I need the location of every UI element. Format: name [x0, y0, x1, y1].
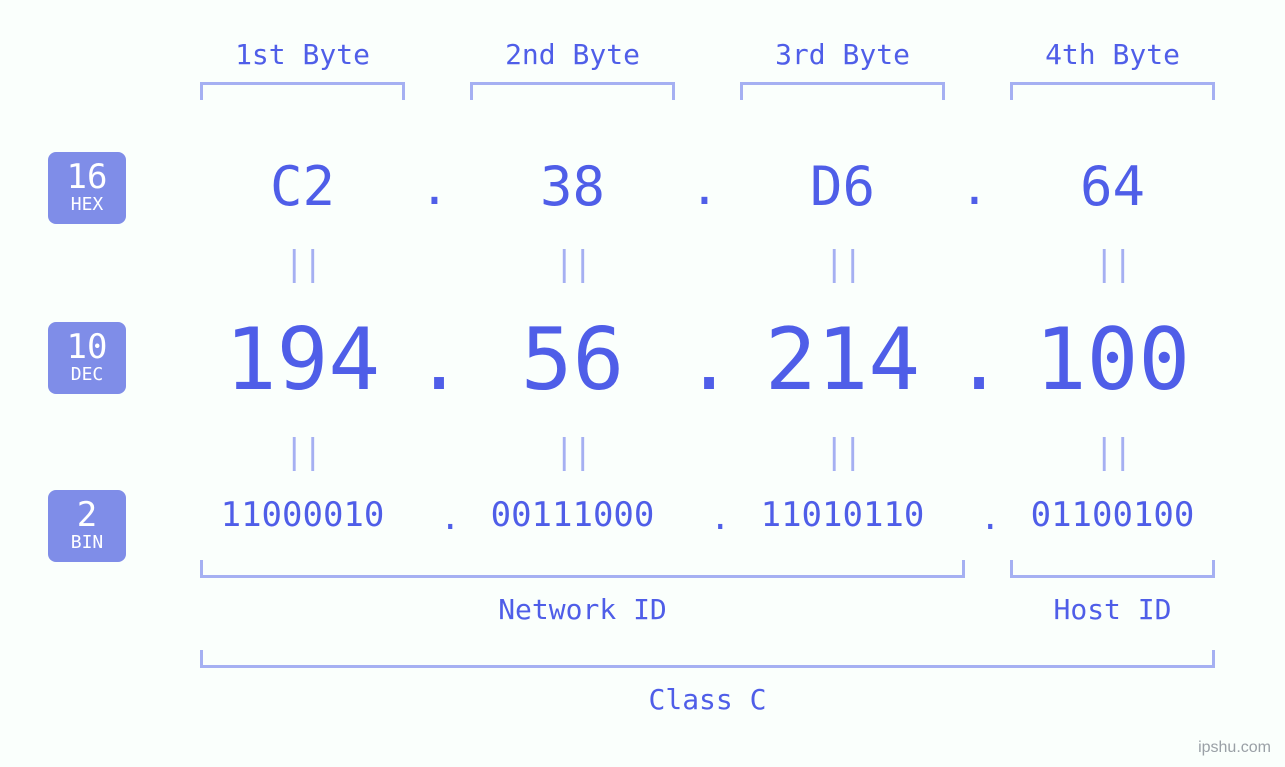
- bracket-network: [200, 560, 965, 578]
- dec-4: 100: [990, 310, 1235, 410]
- bracket-class: [200, 650, 1215, 668]
- eq-1b: ||: [180, 432, 425, 472]
- top-bracket-1: [200, 82, 405, 100]
- bracket-host: [1010, 560, 1215, 578]
- bin-4: 01100100: [990, 495, 1235, 535]
- eq-3a: ||: [720, 244, 965, 284]
- dec-2: 56: [450, 310, 695, 410]
- eq-4a: ||: [990, 244, 1235, 284]
- eq-1a: ||: [180, 244, 425, 284]
- badge-hex-label: HEX: [48, 196, 126, 214]
- top-bracket-2: [470, 82, 675, 100]
- eq-3b: ||: [720, 432, 965, 472]
- bin-2: 00111000: [450, 495, 695, 535]
- byte-label-3: 3rd Byte: [720, 38, 965, 71]
- badge-dec-label: DEC: [48, 366, 126, 384]
- dot-dec-2: .: [685, 315, 733, 408]
- bin-3: 11010110: [720, 495, 965, 535]
- top-bracket-3: [740, 82, 945, 100]
- dot-bin-3: .: [980, 498, 1000, 538]
- badge-hex: 16 HEX: [48, 152, 126, 224]
- eq-4b: ||: [990, 432, 1235, 472]
- eq-2a: ||: [450, 244, 695, 284]
- badge-bin-label: BIN: [48, 534, 126, 552]
- dec-1: 194: [180, 310, 425, 410]
- byte-label-2: 2nd Byte: [450, 38, 695, 71]
- ip-diagram: 16 HEX 10 DEC 2 BIN 1st Byte C2 || 194 |…: [0, 0, 1285, 767]
- hex-1: C2: [180, 155, 425, 218]
- bin-1: 11000010: [180, 495, 425, 535]
- hex-4: 64: [990, 155, 1235, 218]
- dot-bin-2: .: [710, 498, 730, 538]
- badge-dec: 10 DEC: [48, 322, 126, 394]
- top-bracket-4: [1010, 82, 1215, 100]
- badge-hex-num: 16: [48, 160, 126, 194]
- label-host: Host ID: [1010, 593, 1215, 626]
- dot-hex-2: .: [690, 160, 719, 216]
- hex-2: 38: [450, 155, 695, 218]
- eq-2b: ||: [450, 432, 695, 472]
- hex-3: D6: [720, 155, 965, 218]
- dot-dec-3: .: [955, 315, 1003, 408]
- byte-label-1: 1st Byte: [180, 38, 425, 71]
- dot-hex-1: .: [420, 160, 449, 216]
- dot-hex-3: .: [960, 160, 989, 216]
- label-class: Class C: [200, 683, 1215, 716]
- badge-bin: 2 BIN: [48, 490, 126, 562]
- byte-label-4: 4th Byte: [990, 38, 1235, 71]
- dot-bin-1: .: [440, 498, 460, 538]
- badge-bin-num: 2: [48, 498, 126, 532]
- dot-dec-1: .: [415, 315, 463, 408]
- badge-dec-num: 10: [48, 330, 126, 364]
- dec-3: 214: [720, 310, 965, 410]
- watermark: ipshu.com: [1198, 739, 1271, 757]
- label-network: Network ID: [200, 593, 965, 626]
